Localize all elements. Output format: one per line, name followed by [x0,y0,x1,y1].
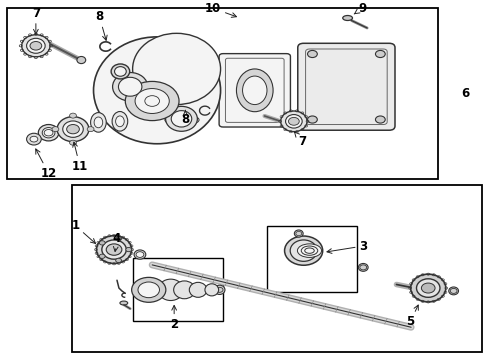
Text: 5: 5 [406,305,418,328]
Ellipse shape [113,72,148,101]
Ellipse shape [111,64,130,79]
Circle shape [135,89,169,113]
Ellipse shape [57,117,89,141]
Ellipse shape [42,127,55,138]
Circle shape [116,237,122,241]
Ellipse shape [358,264,368,271]
Ellipse shape [285,236,323,265]
Ellipse shape [173,281,195,299]
Text: 6: 6 [461,87,469,100]
Bar [133,258,223,321]
Ellipse shape [165,116,178,123]
Circle shape [106,244,122,255]
Ellipse shape [38,125,59,141]
Circle shape [125,81,179,121]
Ellipse shape [94,37,220,144]
Bar [6,8,438,179]
Circle shape [30,136,38,142]
Bar [267,226,357,292]
Ellipse shape [185,116,199,123]
Ellipse shape [305,248,314,253]
Ellipse shape [133,33,220,104]
Circle shape [132,277,166,302]
Text: 8: 8 [95,10,107,40]
Ellipse shape [63,121,83,138]
Ellipse shape [343,15,352,21]
Ellipse shape [214,285,225,294]
Text: 8: 8 [181,111,190,126]
Ellipse shape [411,274,446,302]
Ellipse shape [290,240,317,261]
Text: 1: 1 [72,219,96,243]
Circle shape [308,50,318,58]
Circle shape [99,241,105,245]
Text: 3: 3 [327,239,368,253]
Ellipse shape [119,77,142,96]
Ellipse shape [281,111,307,132]
Ellipse shape [205,284,219,296]
Ellipse shape [102,240,126,259]
Circle shape [375,50,385,58]
Ellipse shape [115,67,126,76]
Circle shape [421,283,435,293]
Circle shape [87,127,94,132]
Ellipse shape [171,111,192,127]
Text: 11: 11 [72,142,88,173]
Ellipse shape [158,279,183,301]
Ellipse shape [116,116,124,127]
Circle shape [30,41,42,50]
Ellipse shape [26,133,41,145]
Circle shape [289,117,299,125]
Bar [72,185,482,352]
Ellipse shape [449,287,459,295]
Ellipse shape [166,106,197,131]
Text: 2: 2 [170,305,178,331]
Circle shape [308,116,318,123]
Circle shape [126,247,132,252]
Circle shape [375,116,385,123]
Text: 10: 10 [205,2,237,17]
FancyBboxPatch shape [298,43,395,130]
Ellipse shape [94,117,103,128]
Circle shape [70,113,76,118]
Ellipse shape [120,301,128,305]
Circle shape [99,254,105,258]
Circle shape [67,125,79,134]
Text: 9: 9 [354,2,367,15]
Text: 7: 7 [32,6,40,34]
Text: 7: 7 [294,132,307,148]
Ellipse shape [22,35,50,57]
Ellipse shape [134,250,146,259]
Circle shape [136,252,144,257]
Text: 12: 12 [36,149,57,180]
Ellipse shape [286,114,302,128]
Ellipse shape [77,57,86,64]
Ellipse shape [97,236,132,264]
Circle shape [70,140,76,145]
Circle shape [138,282,159,298]
Ellipse shape [189,282,207,297]
Ellipse shape [297,244,321,257]
Ellipse shape [243,76,267,104]
Ellipse shape [91,113,106,132]
FancyBboxPatch shape [219,54,291,127]
Ellipse shape [112,112,128,131]
Ellipse shape [237,69,273,112]
Ellipse shape [416,279,440,297]
Ellipse shape [26,38,45,53]
Ellipse shape [301,246,318,255]
Text: 4: 4 [113,232,121,251]
Circle shape [52,127,59,132]
Ellipse shape [294,230,303,237]
Circle shape [116,258,122,262]
